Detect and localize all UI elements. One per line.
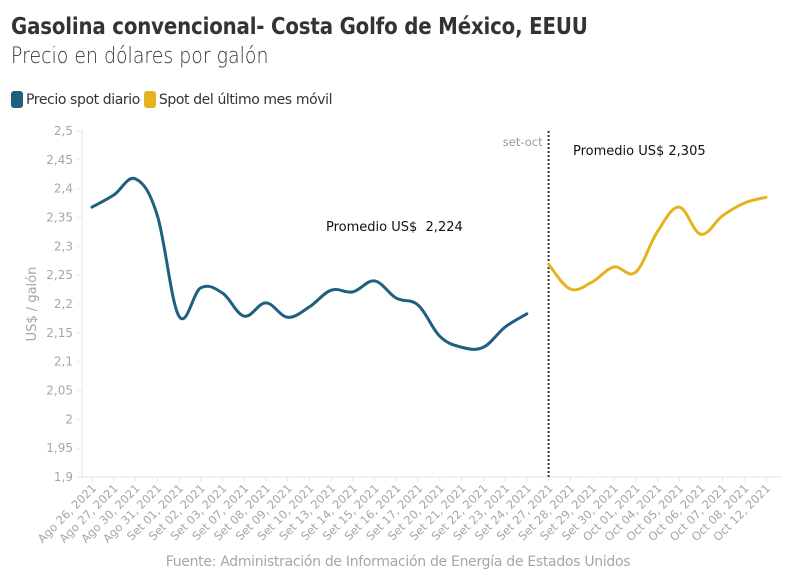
y-axis-label: US$ / galón xyxy=(25,267,40,342)
data-point[interactable] xyxy=(586,276,598,288)
data-point[interactable] xyxy=(108,189,120,201)
annotations: Promedio US$ 2,224 Promedio US$ 2,305 xyxy=(326,144,706,235)
y-tick-label: 2,2 xyxy=(54,297,73,311)
chart-subtitle: Precio en dólares por galón xyxy=(11,44,269,69)
y-tick-label: 2,15 xyxy=(46,326,73,340)
set-oct-divider: set-oct xyxy=(503,131,550,477)
data-point[interactable] xyxy=(477,341,489,353)
y-tick-label: 1,9 xyxy=(54,470,73,484)
y-tick-label: 2,35 xyxy=(46,211,73,225)
y-tick-label: 2 xyxy=(65,412,73,426)
legend-swatch-daily-spot xyxy=(11,91,23,108)
line-last-month-spot xyxy=(547,195,768,292)
data-point[interactable] xyxy=(543,258,555,270)
average-label-monthly: Promedio US$ 2,305 xyxy=(573,144,706,159)
data-point[interactable] xyxy=(282,311,294,323)
data-point[interactable] xyxy=(369,275,381,287)
data-point[interactable] xyxy=(760,191,772,203)
data-point[interactable] xyxy=(216,287,228,299)
data-point[interactable] xyxy=(347,286,359,298)
data-point[interactable] xyxy=(260,297,272,309)
legend-label-last-month-spot: Spot del último mes móvil xyxy=(158,91,333,108)
divider-label: set-oct xyxy=(503,135,543,149)
series-group xyxy=(86,173,772,353)
legend-label-daily-spot: Precio spot diario xyxy=(26,91,140,108)
data-point[interactable] xyxy=(325,284,337,296)
source-footer: Fuente: Administración de Información de… xyxy=(165,554,631,570)
data-point[interactable] xyxy=(173,310,185,322)
data-point[interactable] xyxy=(151,209,163,221)
chart-title: Gasolina convencional- Costa Golfo de Mé… xyxy=(11,14,588,40)
legend-swatch-last-month-spot xyxy=(143,91,156,108)
y-tick-label: 2,5 xyxy=(54,124,73,138)
data-point[interactable] xyxy=(564,283,576,295)
data-point[interactable] xyxy=(195,282,207,294)
y-axis: 1,9 1,95 2 2,05 2,1 2,15 2,2 2,25 2,3 2,35 2,4 2,45… xyxy=(46,124,83,484)
line-daily-spot xyxy=(90,176,529,351)
data-point[interactable] xyxy=(238,310,250,322)
data-point[interactable] xyxy=(303,301,315,313)
data-point[interactable] xyxy=(738,197,750,209)
y-tick-label: 2,4 xyxy=(54,182,73,196)
y-tick-label: 2,1 xyxy=(54,355,73,369)
data-point[interactable] xyxy=(412,299,424,311)
y-tick-label: 2,25 xyxy=(46,268,73,282)
data-point[interactable] xyxy=(390,292,402,304)
data-point[interactable] xyxy=(456,341,468,353)
legend: Precio spot diario Spot del último mes m… xyxy=(11,91,336,108)
y-tick-label: 1,95 xyxy=(46,441,73,455)
data-point[interactable] xyxy=(434,330,446,342)
data-point[interactable] xyxy=(630,266,642,278)
data-point[interactable] xyxy=(717,210,729,222)
legend-item-last-month-spot[interactable]: Spot del último mes móvil xyxy=(143,91,333,108)
data-point[interactable] xyxy=(499,321,511,333)
data-point[interactable] xyxy=(695,228,707,240)
average-label-daily: Promedio US$ 2,224 xyxy=(326,220,463,235)
data-point[interactable] xyxy=(521,308,533,320)
data-point[interactable] xyxy=(129,173,141,185)
data-point[interactable] xyxy=(608,261,620,273)
series-daily-spot xyxy=(86,173,533,353)
y-tick-label: 2,05 xyxy=(46,384,73,398)
series-last-month-spot xyxy=(543,191,772,295)
data-point[interactable] xyxy=(651,226,663,238)
y-tick-label: 2,3 xyxy=(54,239,73,253)
y-tick-label: 2,45 xyxy=(46,153,73,167)
data-point[interactable] xyxy=(86,201,98,213)
data-point[interactable] xyxy=(673,201,685,213)
legend-item-daily-spot[interactable]: Precio spot diario xyxy=(11,91,140,108)
